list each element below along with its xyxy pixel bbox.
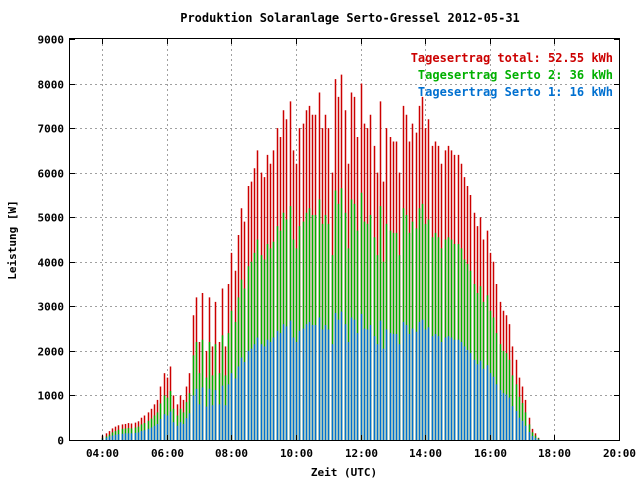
y-tick-label: 4000 <box>38 257 65 270</box>
y-tick-label: 1000 <box>38 390 65 403</box>
x-tick-label: 12:00 <box>345 447 378 460</box>
y-tick-label: 9000 <box>38 34 65 47</box>
y-tick-label: 5000 <box>38 212 65 225</box>
grid <box>70 39 619 440</box>
chart-title: Produktion Solaranlage Serto-Gressel 201… <box>180 11 520 25</box>
x-tick-label: 14:00 <box>409 447 442 460</box>
legend: Tagesertrag total: 52.55 kWh Tagesertrag… <box>411 51 613 99</box>
y-axis: 0 1000 2000 3000 4000 5000 6000 7000 8000 9000 <box>38 34 619 448</box>
x-axis: 04:00 06:00 08:00 10:00 12:00 14:00 16:00 18:00… <box>86 39 636 460</box>
y-tick-label: 7000 <box>38 123 65 136</box>
plot-frame <box>69 38 620 441</box>
x-tick-label: 18:00 <box>538 447 571 460</box>
x-tick-label: 20:00 <box>603 447 636 460</box>
legend-item-total: Tagesertrag total: 52.55 kWh <box>411 51 613 65</box>
y-tick-label: 8000 <box>38 79 65 92</box>
x-tick-label: 16:00 <box>474 447 507 460</box>
x-tick-label: 08:00 <box>215 447 248 460</box>
y-tick-label: 3000 <box>38 301 65 314</box>
x-tick-label: 04:00 <box>86 447 119 460</box>
series-serto1-bars <box>101 311 540 440</box>
legend-item-serto2: Tagesertrag Serto 2: 36 kWh <box>418 68 613 82</box>
legend-item-serto1: Tagesertrag Serto 1: 16 kWh <box>418 85 613 99</box>
y-axis-label: Leistung [W] <box>6 200 19 279</box>
y-tick-label: 0 <box>57 435 64 448</box>
y-tick-label: 2000 <box>38 346 65 359</box>
x-tick-label: 06:00 <box>151 447 184 460</box>
y-tick-label: 6000 <box>38 168 65 181</box>
x-axis-label: Zeit (UTC) <box>311 466 377 479</box>
x-tick-label: 10:00 <box>280 447 313 460</box>
